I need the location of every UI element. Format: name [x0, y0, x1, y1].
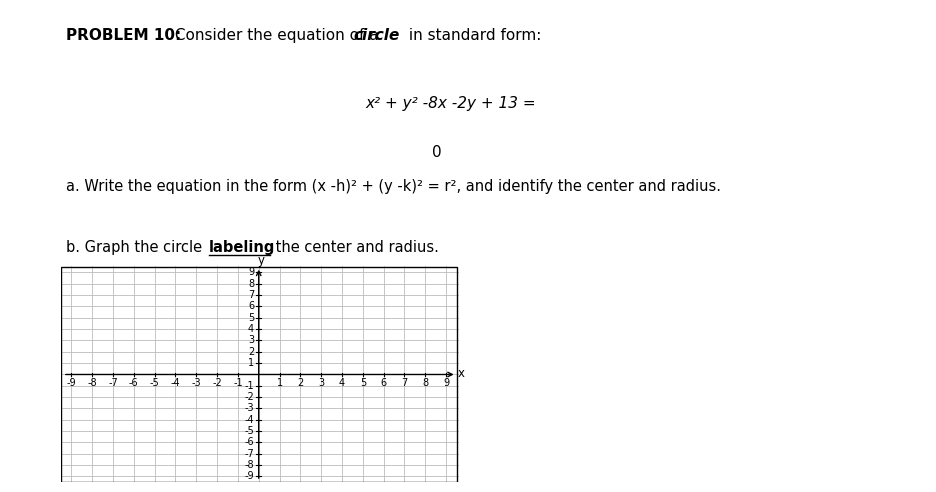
Text: 1: 1	[276, 378, 283, 388]
Text: -6: -6	[129, 378, 139, 388]
Text: -9: -9	[244, 471, 254, 482]
Text: -1: -1	[233, 378, 242, 388]
Text: circle: circle	[354, 28, 401, 42]
Text: 6: 6	[381, 378, 387, 388]
Text: -5: -5	[150, 378, 159, 388]
Text: 9: 9	[248, 268, 254, 277]
Text: a. Write the equation in the form (x -h)² + (y -k)² = r², and identify the cente: a. Write the equation in the form (x -h)…	[66, 179, 721, 194]
Text: the center and radius.: the center and radius.	[271, 240, 439, 255]
Text: 5: 5	[248, 313, 254, 323]
Text: -7: -7	[244, 449, 254, 459]
Text: 7: 7	[248, 290, 254, 300]
Text: Consider the equation of a: Consider the equation of a	[170, 28, 384, 42]
Text: x² + y² -8x -2y + 13 =: x² + y² -8x -2y + 13 =	[365, 96, 535, 111]
Text: 8: 8	[422, 378, 429, 388]
Text: -3: -3	[244, 403, 254, 413]
Text: y: y	[257, 254, 265, 267]
Text: 5: 5	[359, 378, 366, 388]
Text: -2: -2	[212, 378, 222, 388]
Text: -3: -3	[191, 378, 201, 388]
Text: 2: 2	[248, 347, 254, 357]
Text: -8: -8	[244, 460, 254, 470]
Text: 4: 4	[248, 324, 254, 334]
Text: PROBLEM 10:: PROBLEM 10:	[66, 28, 181, 42]
Text: 6: 6	[248, 302, 254, 311]
Text: b. Graph the circle: b. Graph the circle	[66, 240, 206, 255]
Text: -9: -9	[66, 378, 76, 388]
Text: -1: -1	[244, 381, 254, 391]
Text: 3: 3	[318, 378, 324, 388]
Text: 4: 4	[339, 378, 345, 388]
Text: -5: -5	[244, 426, 254, 436]
Text: 9: 9	[443, 378, 449, 388]
Text: 8: 8	[248, 279, 254, 289]
Text: in standard form:: in standard form:	[404, 28, 542, 42]
Text: x: x	[458, 368, 464, 380]
Text: 7: 7	[402, 378, 407, 388]
Text: -6: -6	[244, 437, 254, 448]
Text: -8: -8	[87, 378, 97, 388]
Text: -4: -4	[170, 378, 181, 388]
Text: 1: 1	[248, 358, 254, 368]
Text: 3: 3	[248, 336, 254, 345]
Text: 2: 2	[298, 378, 303, 388]
Text: -7: -7	[108, 378, 118, 388]
Text: 0: 0	[432, 145, 442, 159]
Text: labeling: labeling	[209, 240, 275, 255]
Text: -2: -2	[244, 392, 254, 402]
Text: -4: -4	[244, 415, 254, 425]
